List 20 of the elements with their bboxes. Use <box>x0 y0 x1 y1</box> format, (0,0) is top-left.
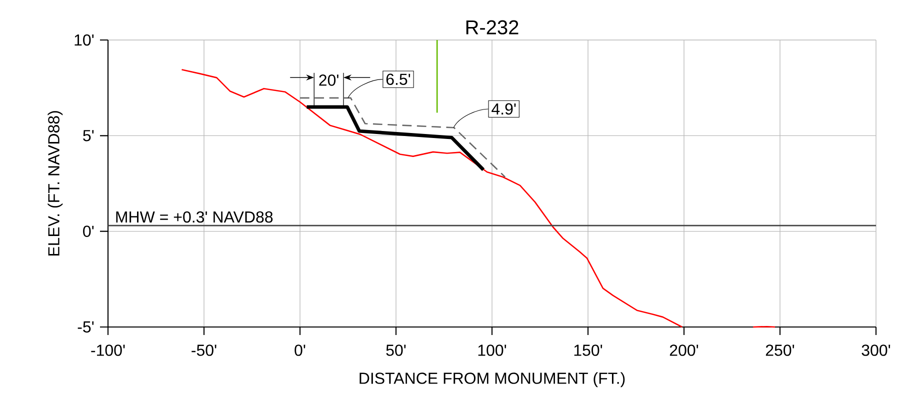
y-tick-label: -5' <box>78 321 94 333</box>
ref-line-label: MHW = +0.3' NAVD88 <box>116 211 273 223</box>
x-tick-label: -100' <box>91 344 125 356</box>
y-axis-title: ELEV. (FT. NAVD88) <box>48 111 63 256</box>
x-tick-label: 300' <box>862 344 890 356</box>
annotation: 20' <box>319 74 338 86</box>
x-tick-label: 200' <box>670 344 698 356</box>
x-tick-label: 50' <box>386 344 406 356</box>
annotation: 4.9' <box>492 103 516 115</box>
x-tick-label: 100' <box>478 344 506 356</box>
x-tick-label: -50' <box>192 344 216 356</box>
x-tick-label: 150' <box>574 344 602 356</box>
x-axis-title: DISTANCE FROM MONUMENT (FT.) <box>360 372 625 388</box>
y-tick-label: 0' <box>83 226 94 237</box>
chart-title: R-232 <box>466 20 518 34</box>
y-tick-label: 10' <box>74 34 94 46</box>
y-tick-label: 5' <box>83 130 94 142</box>
x-tick-label: 0' <box>294 344 306 356</box>
x-tick-label: 250' <box>766 344 794 356</box>
annotation: 6.5' <box>386 74 410 85</box>
